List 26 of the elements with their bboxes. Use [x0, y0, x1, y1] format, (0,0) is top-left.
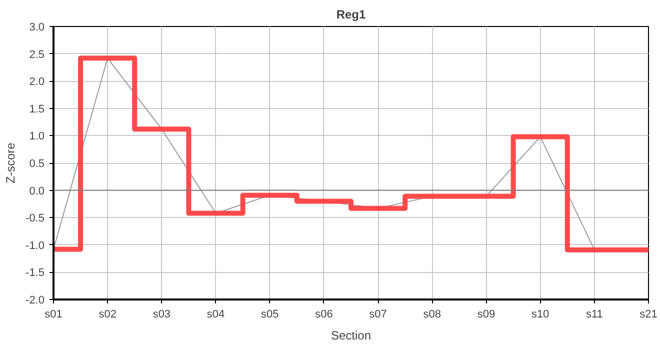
y-tick-label: 2.0: [29, 76, 45, 88]
y-tick-label: 1.5: [29, 103, 45, 116]
y-tick-label: 3.0: [29, 22, 45, 34]
x-tick-label: s02: [98, 308, 116, 320]
x-tick-label: s10: [531, 308, 550, 320]
x-tick-label: s21: [640, 308, 658, 320]
y-tick-label: -1.0: [26, 240, 45, 252]
x-tick-label: s09: [477, 308, 496, 320]
x-axis-title: Section: [330, 328, 372, 342]
x-tick-label: s04: [206, 308, 225, 320]
x-tick-label: s07: [369, 308, 387, 320]
y-tick-label: -0.5: [26, 212, 45, 225]
chart-title: Reg1: [336, 8, 366, 22]
x-tick-label: s03: [152, 308, 171, 320]
x-tick-label: s11: [586, 308, 603, 320]
y-tick-label: -1.5: [26, 267, 45, 280]
y-tick-label: 0.5: [29, 158, 45, 170]
x-tick-label: s06: [315, 308, 333, 320]
x-tick-label: s05: [260, 308, 279, 320]
y-tick-label: 2.5: [29, 48, 45, 61]
y-tick-label: -2.0: [26, 294, 45, 306]
x-tick-label: s01: [44, 308, 62, 320]
x-tick-label: s08: [423, 308, 442, 320]
y-axis-title: Z-score: [4, 142, 18, 184]
y-tick-label: 1.0: [29, 130, 45, 143]
y-tick-label: 0.0: [29, 185, 45, 198]
